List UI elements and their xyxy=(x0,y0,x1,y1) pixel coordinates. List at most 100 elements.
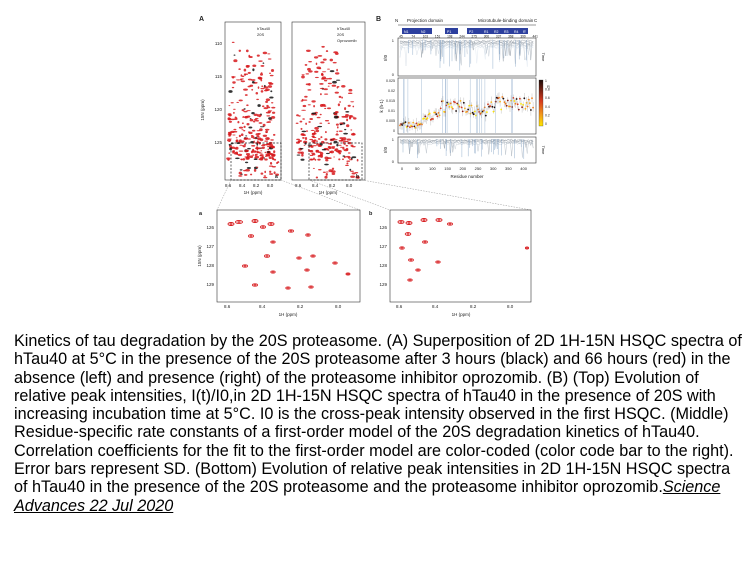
rate-point xyxy=(434,111,437,114)
peak xyxy=(334,139,338,141)
peak xyxy=(337,85,340,88)
peak xyxy=(247,71,251,74)
rate-point xyxy=(458,105,461,108)
journal-link[interactable]: Science Advances 22 Jul 2020 xyxy=(14,478,721,515)
peak xyxy=(325,78,330,80)
peak xyxy=(309,138,314,141)
peak xyxy=(313,105,316,108)
peak xyxy=(232,150,236,153)
peak xyxy=(266,106,271,109)
peak xyxy=(325,173,328,176)
mid-ylabel: k (h-1) xyxy=(379,99,384,113)
figure: A hTau40 20S a hTau40 20S Oprozomib b 11… xyxy=(195,10,550,328)
peak xyxy=(315,62,318,66)
peak xyxy=(319,122,323,124)
peak xyxy=(314,76,319,79)
peak xyxy=(312,136,317,139)
peak xyxy=(251,219,259,223)
za-ytick-1: 126 xyxy=(206,225,214,230)
peak xyxy=(235,79,241,81)
peak xyxy=(311,139,316,143)
peak xyxy=(241,75,245,78)
zoom-b-label: b xyxy=(369,211,373,217)
peak xyxy=(321,45,325,48)
za-xlabel: 1H (ppm) xyxy=(279,312,298,317)
rate-point xyxy=(521,106,523,109)
peak xyxy=(243,110,248,113)
rate-point xyxy=(471,111,474,114)
peak xyxy=(271,111,276,114)
peak xyxy=(331,146,336,148)
peak xyxy=(237,221,241,223)
peak xyxy=(249,235,253,237)
peak xyxy=(324,119,330,122)
peak xyxy=(314,158,317,161)
peak xyxy=(297,257,301,259)
residue-tick: 151 xyxy=(435,35,441,39)
peak xyxy=(257,147,262,150)
peak xyxy=(252,283,258,287)
peak xyxy=(253,158,258,160)
peak xyxy=(397,220,405,224)
a-right-xtick-3: 8.2 xyxy=(329,183,336,188)
peak xyxy=(314,142,316,145)
peak xyxy=(306,49,311,53)
rate-point xyxy=(427,113,430,116)
peak xyxy=(275,173,279,176)
rate-point xyxy=(493,106,496,109)
peak xyxy=(524,246,530,250)
peak xyxy=(346,160,351,162)
peak xyxy=(233,54,236,56)
peak xyxy=(328,151,333,154)
peak xyxy=(244,161,249,164)
residue-tick: 337 xyxy=(496,35,502,39)
peak xyxy=(228,131,232,133)
peak xyxy=(304,95,308,98)
peak xyxy=(261,85,264,87)
peak xyxy=(302,118,305,120)
peak xyxy=(399,221,403,223)
rate-point xyxy=(482,109,485,112)
peak xyxy=(257,76,262,80)
peak xyxy=(307,67,311,71)
peak xyxy=(317,55,323,57)
domain-mtbd: Microtubule-binding domain xyxy=(478,18,534,23)
peak xyxy=(251,88,254,91)
peak xyxy=(307,89,312,91)
za-ytick-2: 127 xyxy=(206,244,214,249)
peak xyxy=(260,172,264,175)
peak xyxy=(342,146,345,150)
region-p2-bar xyxy=(467,28,482,34)
peak xyxy=(265,98,271,102)
peak xyxy=(256,142,259,146)
peak xyxy=(304,142,307,145)
peak xyxy=(345,272,351,276)
peak xyxy=(345,164,349,167)
peak xyxy=(243,173,248,176)
peak xyxy=(400,247,404,249)
top-time-label: Time xyxy=(541,53,546,63)
peak xyxy=(324,175,328,179)
peak xyxy=(238,126,244,129)
peak xyxy=(237,153,243,157)
peak xyxy=(345,155,351,158)
peak xyxy=(422,240,428,244)
peak xyxy=(270,115,276,119)
peak xyxy=(305,73,310,75)
peak xyxy=(242,145,246,148)
peak xyxy=(338,95,342,98)
peak xyxy=(335,150,339,153)
residue-tick: 45 xyxy=(399,35,403,39)
peak xyxy=(437,219,441,221)
rate-point xyxy=(454,101,456,104)
peak xyxy=(264,155,268,157)
peak xyxy=(336,130,339,133)
peak xyxy=(241,122,244,125)
peak xyxy=(266,115,271,117)
mid-ytick: 0.025 xyxy=(386,79,395,83)
peak xyxy=(231,86,235,89)
peak xyxy=(320,136,323,139)
rate-point xyxy=(406,125,409,128)
peak xyxy=(265,100,269,103)
peak xyxy=(311,100,316,103)
